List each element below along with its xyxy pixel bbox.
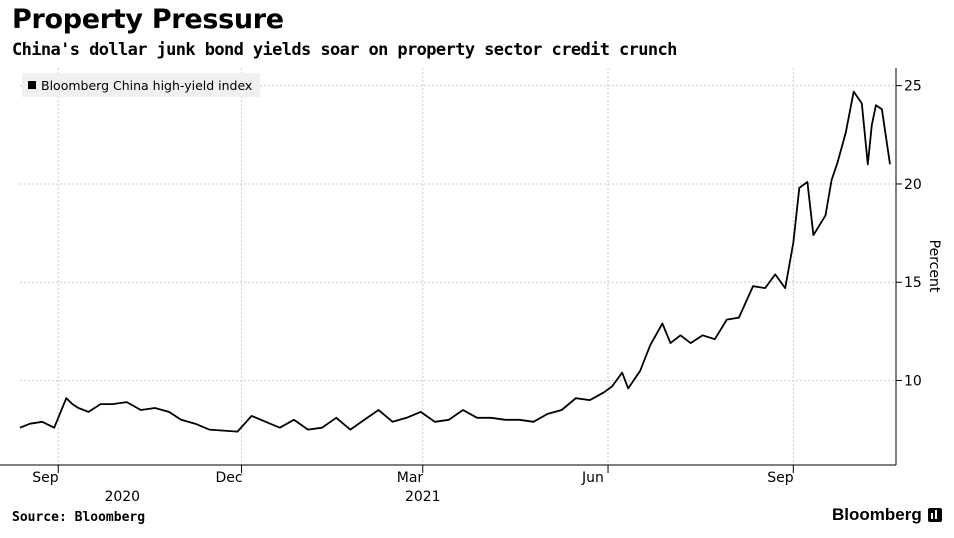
legend-swatch <box>28 81 36 89</box>
x-tick-label: Jun <box>581 470 604 486</box>
bloomberg-terminal-icon <box>927 508 942 522</box>
x-tick-label: Mar <box>397 470 424 486</box>
x-axis-ticks: Sep 2020 Dec Mar 2021 Jun Sep <box>32 465 794 505</box>
chart-subtitle: China's dollar junk bond yields soar on … <box>12 40 677 60</box>
chart-grid <box>20 68 896 465</box>
chart-title: Property Pressure <box>12 4 284 35</box>
legend-label: Bloomberg China high-yield index <box>41 77 253 93</box>
y-tick-label: 10 <box>904 373 922 389</box>
series-line <box>19 90 891 433</box>
bloomberg-logo: Bloomberg <box>832 505 942 525</box>
brand-name: Bloomberg <box>832 505 922 524</box>
legend: Bloomberg China high-yield index <box>22 73 261 97</box>
source-note: Source: Bloomberg <box>12 510 146 525</box>
y-tick-label: 15 <box>904 275 922 291</box>
x-tick-label: Dec <box>216 470 243 486</box>
x-tick-label: Sep <box>32 470 59 486</box>
y-tick-label: 20 <box>904 177 922 193</box>
x-year-label: 2021 <box>405 489 441 505</box>
x-year-label: 2020 <box>104 489 140 505</box>
y-axis-ticks: 10 15 20 25 <box>896 79 922 389</box>
y-axis-label: Percent <box>926 240 942 293</box>
y-tick-label: 25 <box>904 79 922 95</box>
x-tick-label: Sep <box>767 470 794 486</box>
